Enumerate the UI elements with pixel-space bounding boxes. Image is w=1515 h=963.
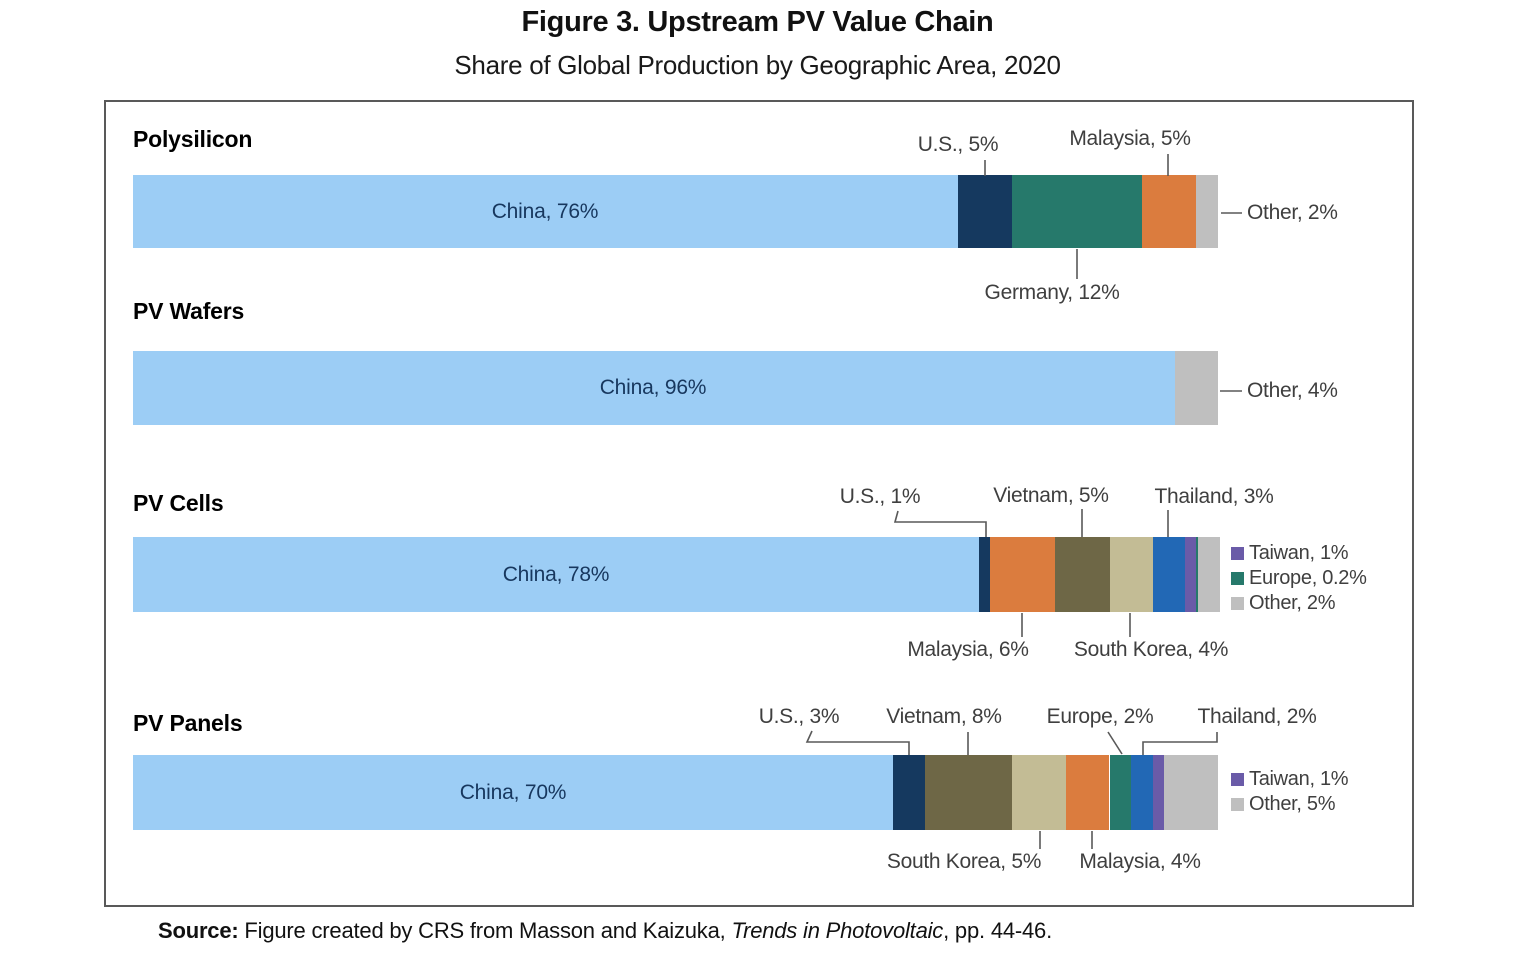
bar-segment-pv-cells-other: [1198, 537, 1221, 612]
bar-segment-pv-cells-china: [133, 537, 980, 612]
bar-segment-polysilicon-china: [133, 175, 958, 248]
legend-label: Other, 2%: [1249, 592, 1336, 614]
europe-swatch-icon: [1231, 572, 1244, 585]
legend-item: Taiwan, 1%: [1231, 541, 1367, 566]
callout-label: Europe, 2%: [1046, 705, 1154, 728]
bar-segment-polysilicon-u-s-: [957, 175, 1012, 248]
bar-segment-pv-panels-u-s-: [892, 755, 926, 830]
callout-label: U.S., 5%: [917, 133, 999, 156]
callout-label: South Korea, 5%: [886, 850, 1042, 873]
bar-inline-label: China, 78%: [502, 562, 610, 586]
legend: Taiwan, 1% Europe, 0.2% Other, 2%: [1231, 541, 1367, 616]
bar-segment-pv-panels-malaysia: [1066, 755, 1110, 830]
bar-segment-polysilicon-malaysia: [1142, 175, 1197, 248]
source-text-pre: Figure created by CRS from Masson and Ka…: [238, 918, 732, 943]
bar-segment-pv-cells-south-korea: [1109, 537, 1153, 612]
legend-item: Other, 5%: [1231, 792, 1348, 817]
bar-inline-label: China, 76%: [491, 199, 599, 223]
callout-label: Vietnam, 5%: [993, 484, 1109, 507]
callout-label: Malaysia, 4%: [1079, 850, 1201, 873]
bar-segment-pv-cells-malaysia: [990, 537, 1056, 612]
callout-label: Other, 4%: [1247, 379, 1338, 402]
bar-segment-pv-panels-other: [1163, 755, 1218, 830]
callout-label: Malaysia, 5%: [1069, 127, 1191, 150]
taiwan-swatch-icon: [1231, 773, 1244, 786]
other-swatch-icon: [1231, 597, 1244, 610]
bar-inline-label: China, 96%: [599, 376, 707, 399]
legend-label: Europe, 0.2%: [1249, 567, 1367, 589]
bar-segment-pv-wafers-china: [133, 351, 1175, 425]
bar-segment-pv-panels-thailand: [1131, 755, 1153, 830]
callout-label: Thailand, 3%: [1154, 485, 1274, 508]
callout-label: Malaysia, 6%: [907, 638, 1029, 661]
source-note: Source: Figure created by CRS from Masso…: [158, 918, 1052, 944]
figure-subtitle: Share of Global Production by Geographic…: [454, 50, 1061, 80]
other-swatch-icon: [1231, 798, 1244, 811]
category-label: PV Panels: [133, 710, 243, 736]
category-label: PV Wafers: [133, 298, 245, 324]
callout-label: Vietnam, 8%: [886, 705, 1002, 728]
bar-segment-pv-panels-europe: [1109, 755, 1132, 830]
bar-segment-pv-cells-thailand: [1152, 537, 1186, 612]
bar-segment-pv-cells-europe: [1196, 537, 1199, 612]
callout-label: U.S., 1%: [839, 485, 921, 508]
legend-label: Taiwan, 1%: [1249, 542, 1349, 564]
bar-segment-polysilicon-germany: [1011, 175, 1143, 248]
figure-title: Figure 3. Upstream PV Value Chain: [521, 6, 994, 38]
callout-label: U.S., 3%: [758, 705, 840, 728]
legend-label: Taiwan, 1%: [1249, 768, 1349, 790]
source-label: Source:: [158, 918, 239, 943]
callout-label: Other, 2%: [1247, 201, 1338, 224]
callout-label: South Korea, 4%: [1073, 638, 1229, 661]
callout-label: Thailand, 2%: [1197, 705, 1317, 728]
legend-item: Other, 2%: [1231, 591, 1367, 616]
bar-segment-pv-wafers-other: [1174, 351, 1218, 425]
legend: Taiwan, 1% Other, 5%: [1231, 767, 1349, 817]
callout-label: Germany, 12%: [984, 281, 1120, 304]
source-text-italic: Trends in Photovoltaic: [731, 918, 944, 943]
bar-segment-polysilicon-other: [1196, 175, 1218, 248]
bar-segment-pv-cells-u-s-: [979, 537, 991, 612]
bar-segment-pv-panels-china: [133, 755, 893, 830]
legend-item: Europe, 0.2%: [1231, 566, 1367, 591]
bar-segment-pv-cells-taiwan: [1185, 537, 1197, 612]
bar-segment-pv-panels-vietnam: [925, 755, 1012, 830]
bar-segment-pv-panels-south-korea: [1011, 755, 1067, 830]
bar-inline-label: China, 70%: [459, 780, 567, 804]
bar-segment-pv-panels-taiwan: [1152, 755, 1164, 830]
category-label: Polysilicon: [133, 126, 253, 152]
bar-segment-pv-cells-vietnam: [1055, 537, 1110, 612]
legend-label: Other, 5%: [1249, 793, 1336, 815]
taiwan-swatch-icon: [1231, 547, 1244, 560]
category-label: PV Cells: [133, 490, 224, 516]
legend-item: Taiwan, 1%: [1231, 767, 1349, 792]
source-text-post: , pp. 44-46.: [943, 918, 1053, 943]
